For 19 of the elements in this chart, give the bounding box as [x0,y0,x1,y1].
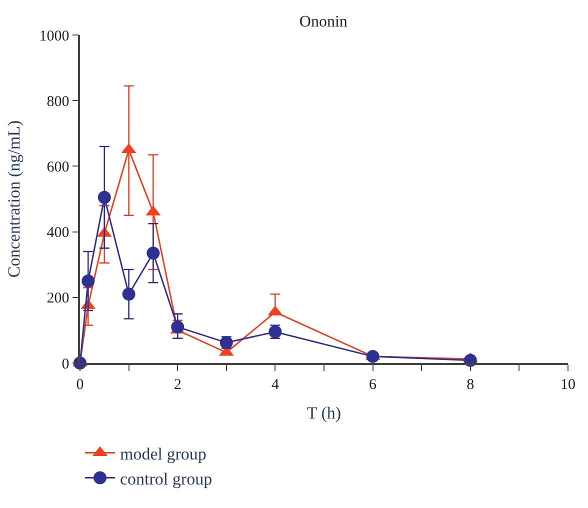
y-tick-label: 600 [46,159,70,176]
point [366,350,380,363]
legend-label: control group [120,469,212,488]
x-tick-label: 0 [76,376,84,393]
chart-title: Ononin [299,13,348,30]
y-axis-title: Concentration (ng/mL) [4,120,24,278]
x-axis-title: T (h) [306,404,342,423]
x-tick-label: 6 [369,376,378,393]
x-tick-label: 4 [271,376,280,393]
x-tick-label: 8 [466,376,474,393]
legend-label: model group [120,444,206,464]
y-tick-label: 400 [46,225,70,242]
y-tick-label: 800 [46,94,70,110]
y-tick-label: 200 [46,290,70,307]
x-tick-label: 10 [560,376,576,393]
point [98,190,111,204]
x-tick-label: 2 [174,376,182,393]
y-tick-label: 0 [62,356,70,372]
y-tick-label: 1000 [39,28,70,44]
